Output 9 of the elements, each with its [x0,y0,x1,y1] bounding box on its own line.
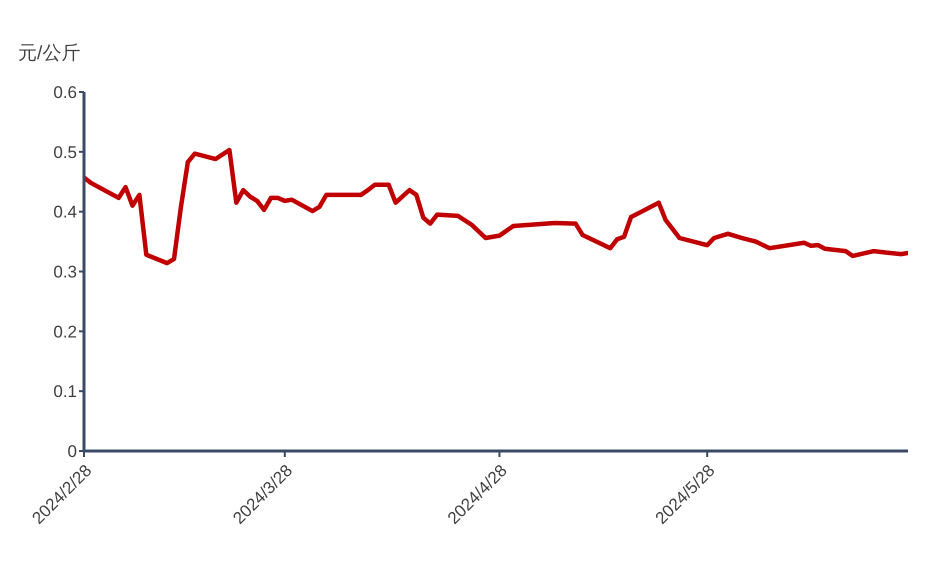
y-tick-label: 0 [68,442,77,462]
line-series [84,148,908,266]
y-tick-label: 0.3 [53,262,77,282]
y-tick-label: 0.6 [53,83,77,102]
y-axis-title: 元/公斤 [18,42,80,66]
y-tick-label: 0.2 [53,322,77,342]
y-tick-label: 0.4 [53,202,77,222]
y-tick-label: 0.5 [53,142,77,162]
y-tick-label: 0.1 [53,382,77,402]
